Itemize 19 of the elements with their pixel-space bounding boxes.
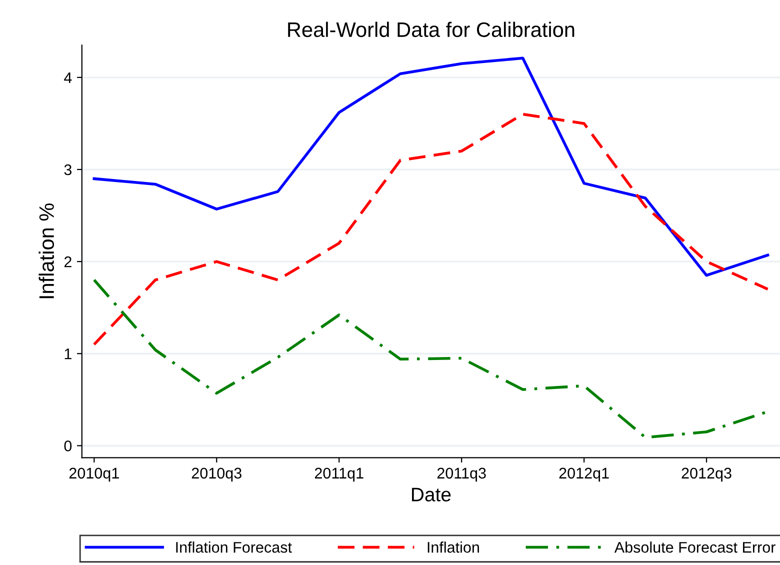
x-tick-label: 2012q1 <box>559 468 609 482</box>
x-tick-label: 2010q3 <box>192 468 242 482</box>
x-tick-label: 2011q1 <box>314 468 364 482</box>
y-tick-label: 1 <box>64 348 72 360</box>
chart-title: Real-World Data for Calibration <box>288 22 574 38</box>
line-series <box>92 56 770 277</box>
line-series <box>92 112 770 346</box>
y-tick-label: 0 <box>64 440 72 452</box>
legend-label: Inflation <box>428 542 479 553</box>
x-tick-label: 2011q3 <box>437 468 486 482</box>
legend-label: Inflation Forecast <box>176 542 292 553</box>
legend-label: Absolute Forecast Error <box>614 542 776 553</box>
x-tick-label: 2012q3 <box>682 468 732 482</box>
y-tick-label: 3 <box>64 164 72 176</box>
x-tick-label: 2010q1 <box>69 468 119 482</box>
x-axis-title: Date <box>412 488 451 502</box>
y-axis-title: Inflation % <box>38 204 54 298</box>
y-tick-label: 4 <box>64 72 72 83</box>
y-tick-label: 2 <box>64 256 72 268</box>
